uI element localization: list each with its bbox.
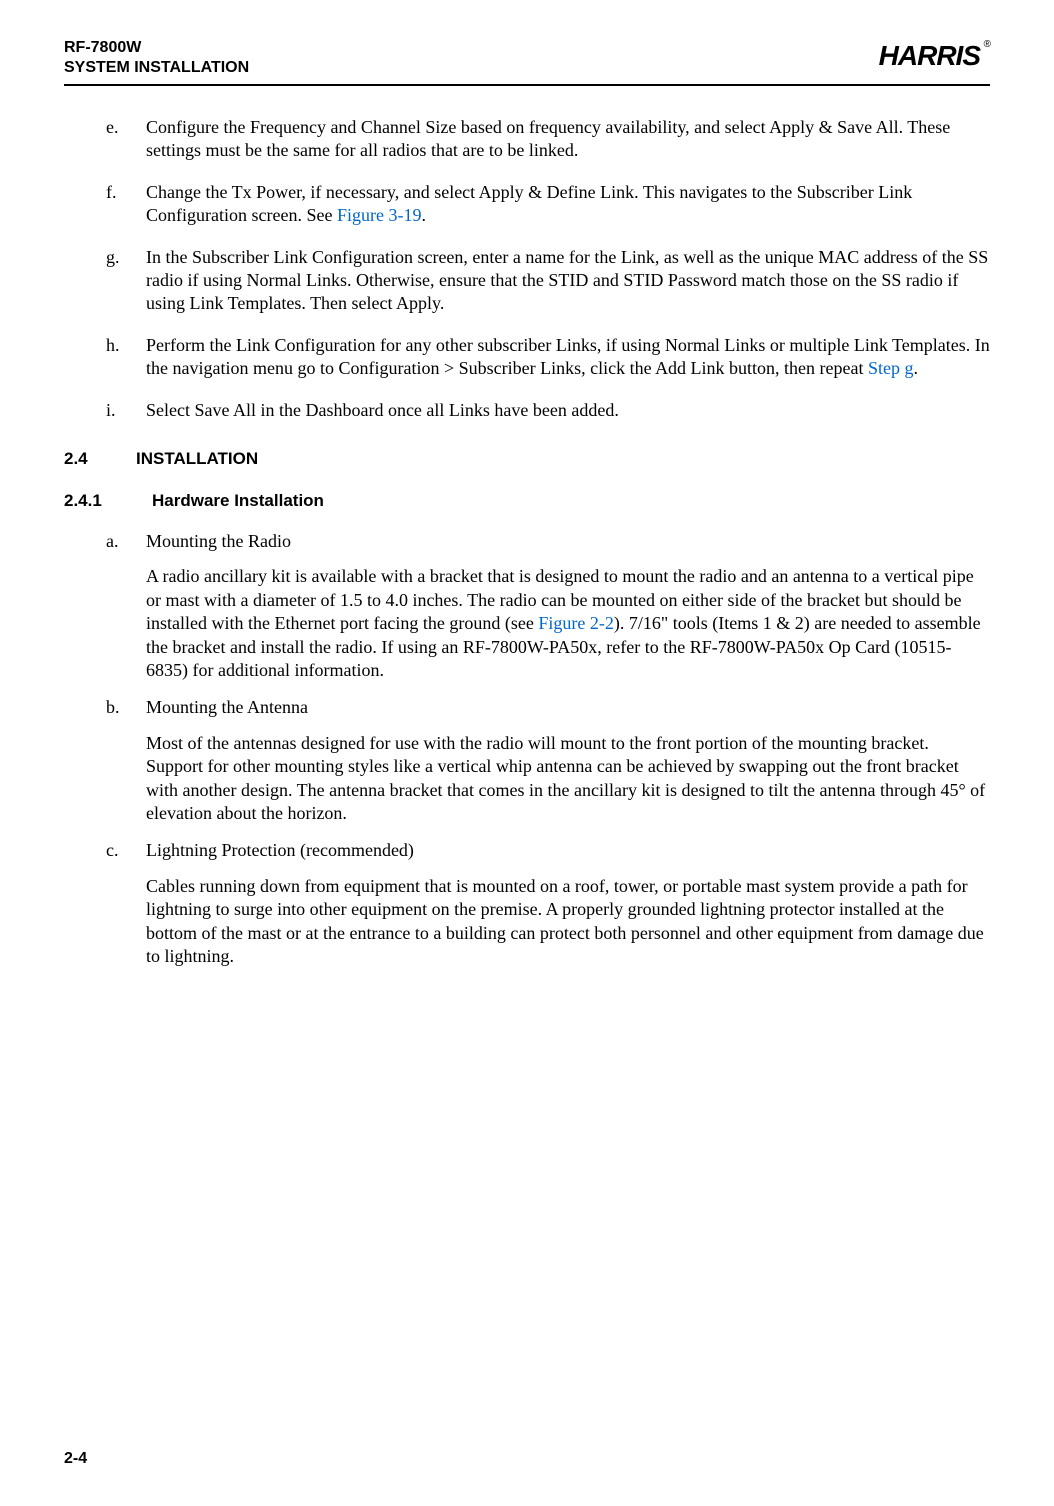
section-number: 2.4 [64,448,136,470]
item-paragraph: Most of the antennas designed for use wi… [146,732,990,826]
item-title: Lightning Protection (recommended) [146,839,990,862]
subsection-title: Hardware Installation [152,491,324,510]
registered-icon: ® [984,38,990,51]
step-marker: f. [106,181,117,204]
step-marker: e. [106,116,119,139]
step-list: e. Configure the Frequency and Channel S… [106,116,990,422]
hw-item-c: c. Lightning Protection (recommended) Ca… [106,839,990,968]
item-title: Mounting the Antenna [146,696,990,719]
step-i: i. Select Save All in the Dashboard once… [106,399,990,422]
brand-logo: HARRIS ® [879,38,990,74]
step-g: g. In the Subscriber Link Configuration … [106,246,990,316]
subsection-number: 2.4.1 [64,490,152,512]
product-name: RF-7800W [64,38,249,58]
figure-link[interactable]: Figure 2-2 [538,613,614,633]
item-paragraph: A radio ancillary kit is available with … [146,565,990,682]
step-text: In the Subscriber Link Configuration scr… [146,247,988,314]
hw-item-b: b. Mounting the Antenna Most of the ante… [106,696,990,825]
section-heading: 2.4INSTALLATION [64,448,990,470]
step-text-before: Change the Tx Power, if necessary, and s… [146,182,912,225]
step-e: e. Configure the Frequency and Channel S… [106,116,990,163]
item-marker: c. [106,839,119,862]
step-marker: i. [106,399,116,422]
step-text-after: . [914,358,919,378]
item-title: Mounting the Radio [146,530,990,553]
step-h: h. Perform the Link Configuration for an… [106,334,990,381]
step-text-before: Perform the Link Configuration for any o… [146,335,990,378]
step-f: f. Change the Tx Power, if necessary, an… [106,181,990,228]
subsection-heading: 2.4.1Hardware Installation [64,490,990,512]
step-text-after: . [421,205,426,225]
step-text: Select Save All in the Dashboard once al… [146,400,619,420]
step-marker: g. [106,246,120,269]
page-header: RF-7800W SYSTEM INSTALLATION HARRIS ® [64,38,990,86]
page-number: 2-4 [64,1449,87,1470]
hardware-list: a. Mounting the Radio A radio ancillary … [106,530,990,968]
brand-text: HARRIS [879,40,980,71]
product-subtitle: SYSTEM INSTALLATION [64,58,249,78]
step-link[interactable]: Step g [868,358,914,378]
item-paragraph: Cables running down from equipment that … [146,875,990,969]
section-title: INSTALLATION [136,449,258,468]
step-marker: h. [106,334,120,357]
step-text: Configure the Frequency and Channel Size… [146,117,950,160]
header-left: RF-7800W SYSTEM INSTALLATION [64,38,249,78]
item-marker: a. [106,530,119,553]
hw-item-a: a. Mounting the Radio A radio ancillary … [106,530,990,682]
figure-link[interactable]: Figure 3-19 [337,205,422,225]
item-marker: b. [106,696,120,719]
